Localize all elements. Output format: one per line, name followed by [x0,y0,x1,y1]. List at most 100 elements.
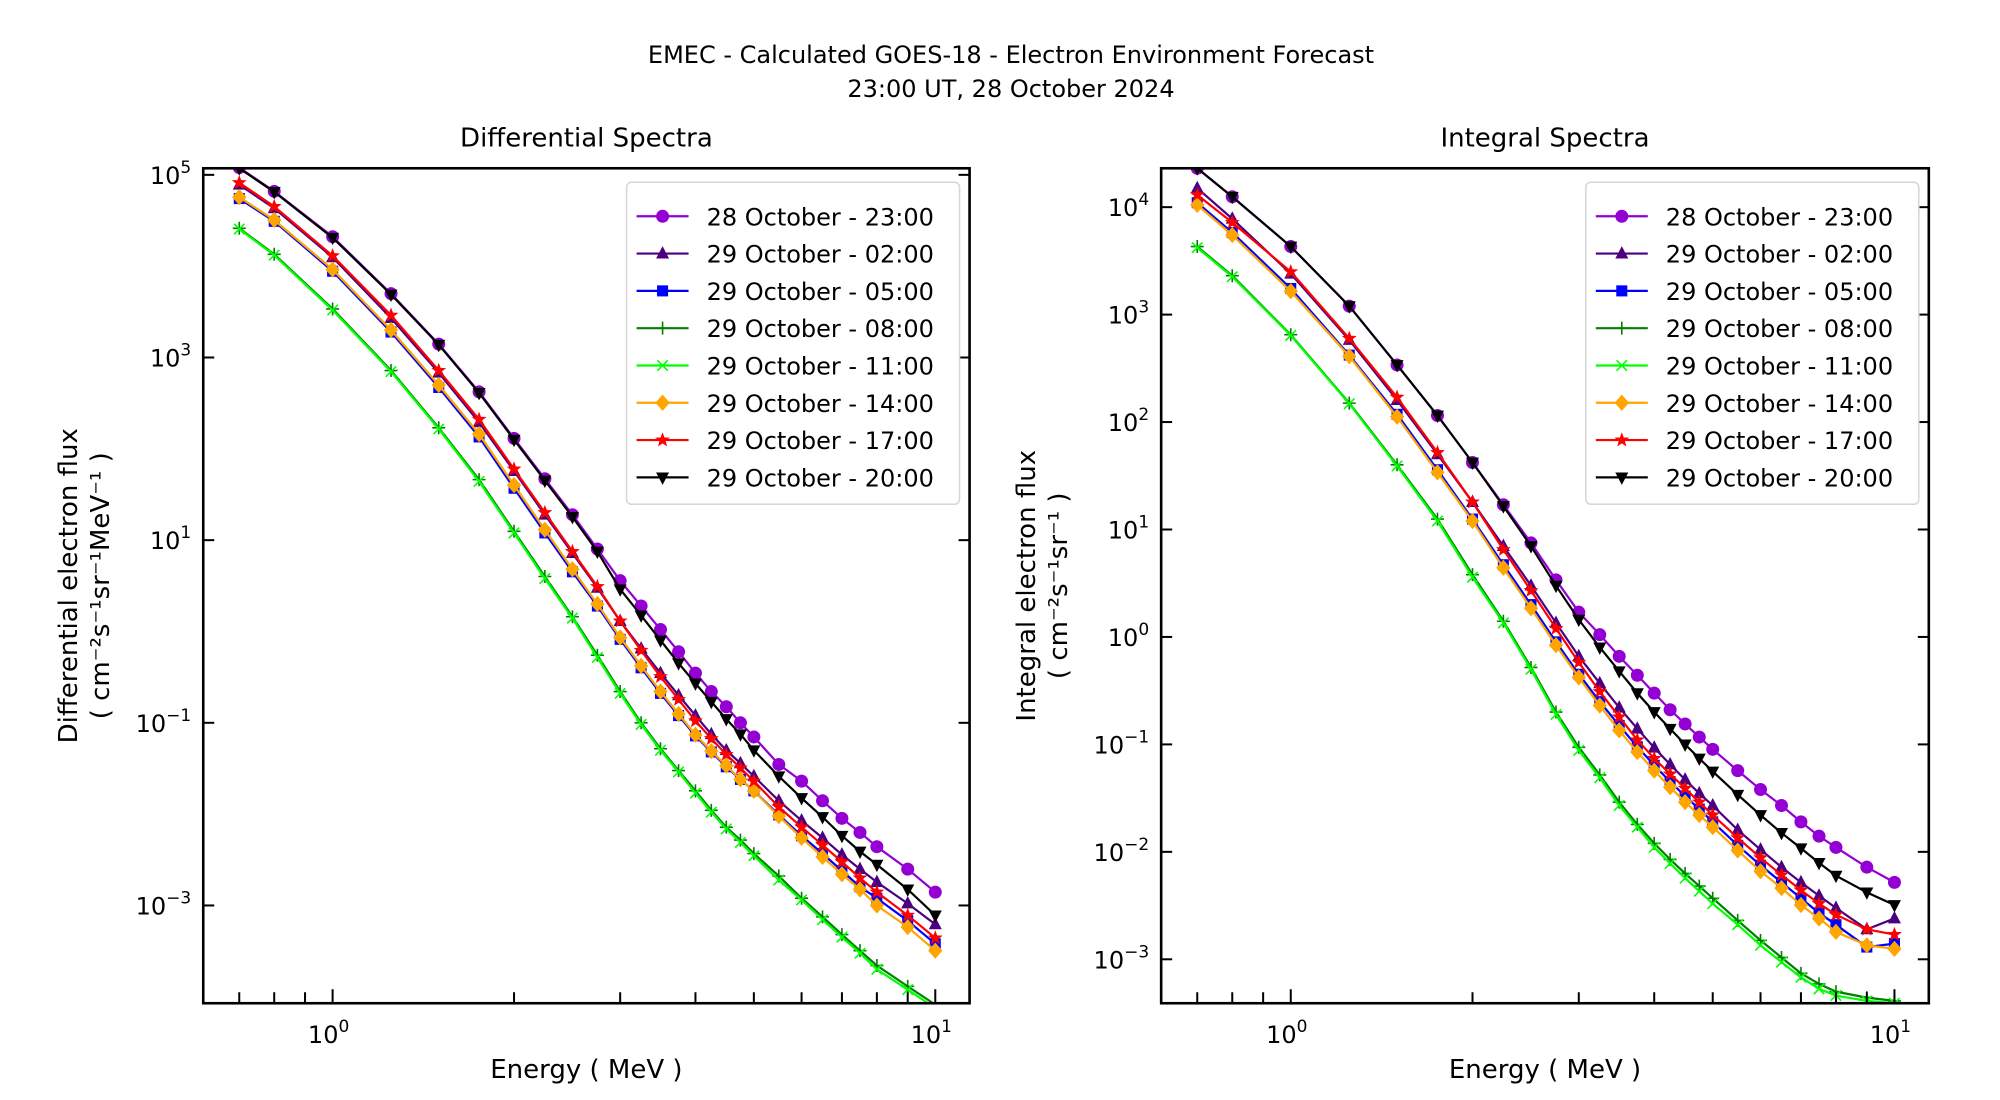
integral-data-point [1887,875,1901,889]
integral-legend-item: 28 October - 23:00 [1595,203,1893,231]
differential-data-point [928,910,942,923]
integral-data-point [1342,301,1356,314]
differential-legend-item: 29 October - 20:00 [636,464,934,492]
integral-legend-item: 29 October - 11:00 [1595,352,1893,380]
integral-data-point [1630,668,1644,682]
differential-data-point [771,799,787,814]
differential-data-point [688,678,702,691]
differential-legend-item: 29 October - 11:00 [636,352,934,380]
differential-data-point [634,610,648,623]
differential-data-point [852,881,868,898]
differential-data-point [719,820,733,834]
legend-label: 29 October - 11:00 [1666,352,1893,380]
differential-data-point [383,321,399,339]
differential-data-point [719,714,733,727]
differential-data-point [266,198,282,213]
legend-marker-icon [1615,209,1629,223]
integral-data-point [1794,843,1808,856]
differential-data-point [794,829,809,846]
differential-data-point [834,866,850,883]
differential-series-4 [233,223,941,1004]
integral-data-point [1283,264,1299,279]
integral-data-point [1828,923,1844,940]
differential-data-point [719,757,734,774]
differential-data-point [672,658,686,671]
integral-data-point [1887,910,1901,924]
integral-data-point [1612,666,1626,679]
integral-data-point [1813,983,1825,995]
integral-data-point [1430,464,1445,481]
differential-data-point [538,475,552,488]
differential-data-point [589,578,605,593]
legend-marker-icon [656,359,669,372]
integral-data-point [1691,794,1707,809]
integral-data-point [1430,512,1444,526]
integral-data-point [1677,794,1693,811]
legend-label: 29 October - 20:00 [707,464,934,492]
differential-data-point [654,744,667,757]
differential-data-point [432,339,446,353]
integral-data-point [1390,360,1404,373]
differential-data-point [326,232,340,246]
differential-data-point [383,307,399,322]
differential-data-point [773,874,785,886]
integral-data-point [1465,494,1480,509]
differential-data-point [901,896,915,909]
integral-data-point [1225,191,1239,205]
integral-legend-item: 29 October - 08:00 [1595,315,1893,343]
differential-data-point [746,782,762,799]
integral-data-point [1524,541,1538,554]
integral-data-point [1812,857,1826,871]
differential-data-point [235,168,244,176]
differential-data-point [704,696,718,710]
differential-data-point [870,874,884,888]
integral-data-point [1730,830,1746,845]
differential-data-point [834,854,850,869]
differential-data-point [928,885,942,899]
integral-data-point [1775,798,1789,812]
integral-data-point [1829,900,1843,913]
integral-data-point [1678,739,1692,752]
differential-data-point [506,477,522,494]
differential-legend: 28 October - 23:00 29 October - 02:00 29 O… [625,181,961,506]
differential-data-point [704,803,718,817]
legend-label: 29 October - 17:00 [707,427,934,455]
differential-data-point [734,836,747,849]
integral-axes-frame [1159,166,1931,1005]
integral-data-point [1754,783,1768,797]
integral-data-point [1572,614,1586,628]
integral-data-point [1753,850,1768,865]
differential-data-point [772,771,786,784]
differential-data-point [633,657,649,675]
integral-data-point [1190,196,1205,214]
differential-axes-frame [201,166,971,1005]
integral-y-tick-label: 10−1 [1094,727,1150,759]
differential-data-point [748,850,760,862]
differential-data-point [473,475,485,488]
differential-data-point [869,897,885,914]
integral-data-point [1647,686,1661,700]
differential-y-tick-label: 105 [150,158,191,190]
integral-data-point [1224,214,1240,229]
integral-data-point [1525,663,1537,676]
differential-data-point [565,543,580,558]
differential-legend-item: 29 October - 05:00 [636,278,934,306]
integral-series-group [1189,168,1902,1004]
integral-data-point [1706,742,1720,756]
integral-data-point [1389,408,1405,425]
figure-title-line1: EMEC - Calculated GOES-18 - Electron Env… [648,41,1374,69]
legend-marker-icon [1616,285,1628,297]
integral-data-point [1629,732,1645,747]
integral-data-point [1189,187,1205,202]
integral-y-tick-label: 10−2 [1094,835,1150,867]
integral-data-point [1887,926,1902,941]
integral-data-point [1859,921,1875,936]
integral-data-point [1662,779,1678,796]
integral-y-axis-label: Integral electron flux( cm⁻²s⁻¹sr⁻¹ ) [1012,450,1074,722]
differential-data-point [901,983,914,996]
legend-marker-icon [657,285,669,297]
integral-data-point [1647,762,1662,779]
integral-data-point [1663,757,1677,770]
integral-data-point [1793,882,1809,897]
